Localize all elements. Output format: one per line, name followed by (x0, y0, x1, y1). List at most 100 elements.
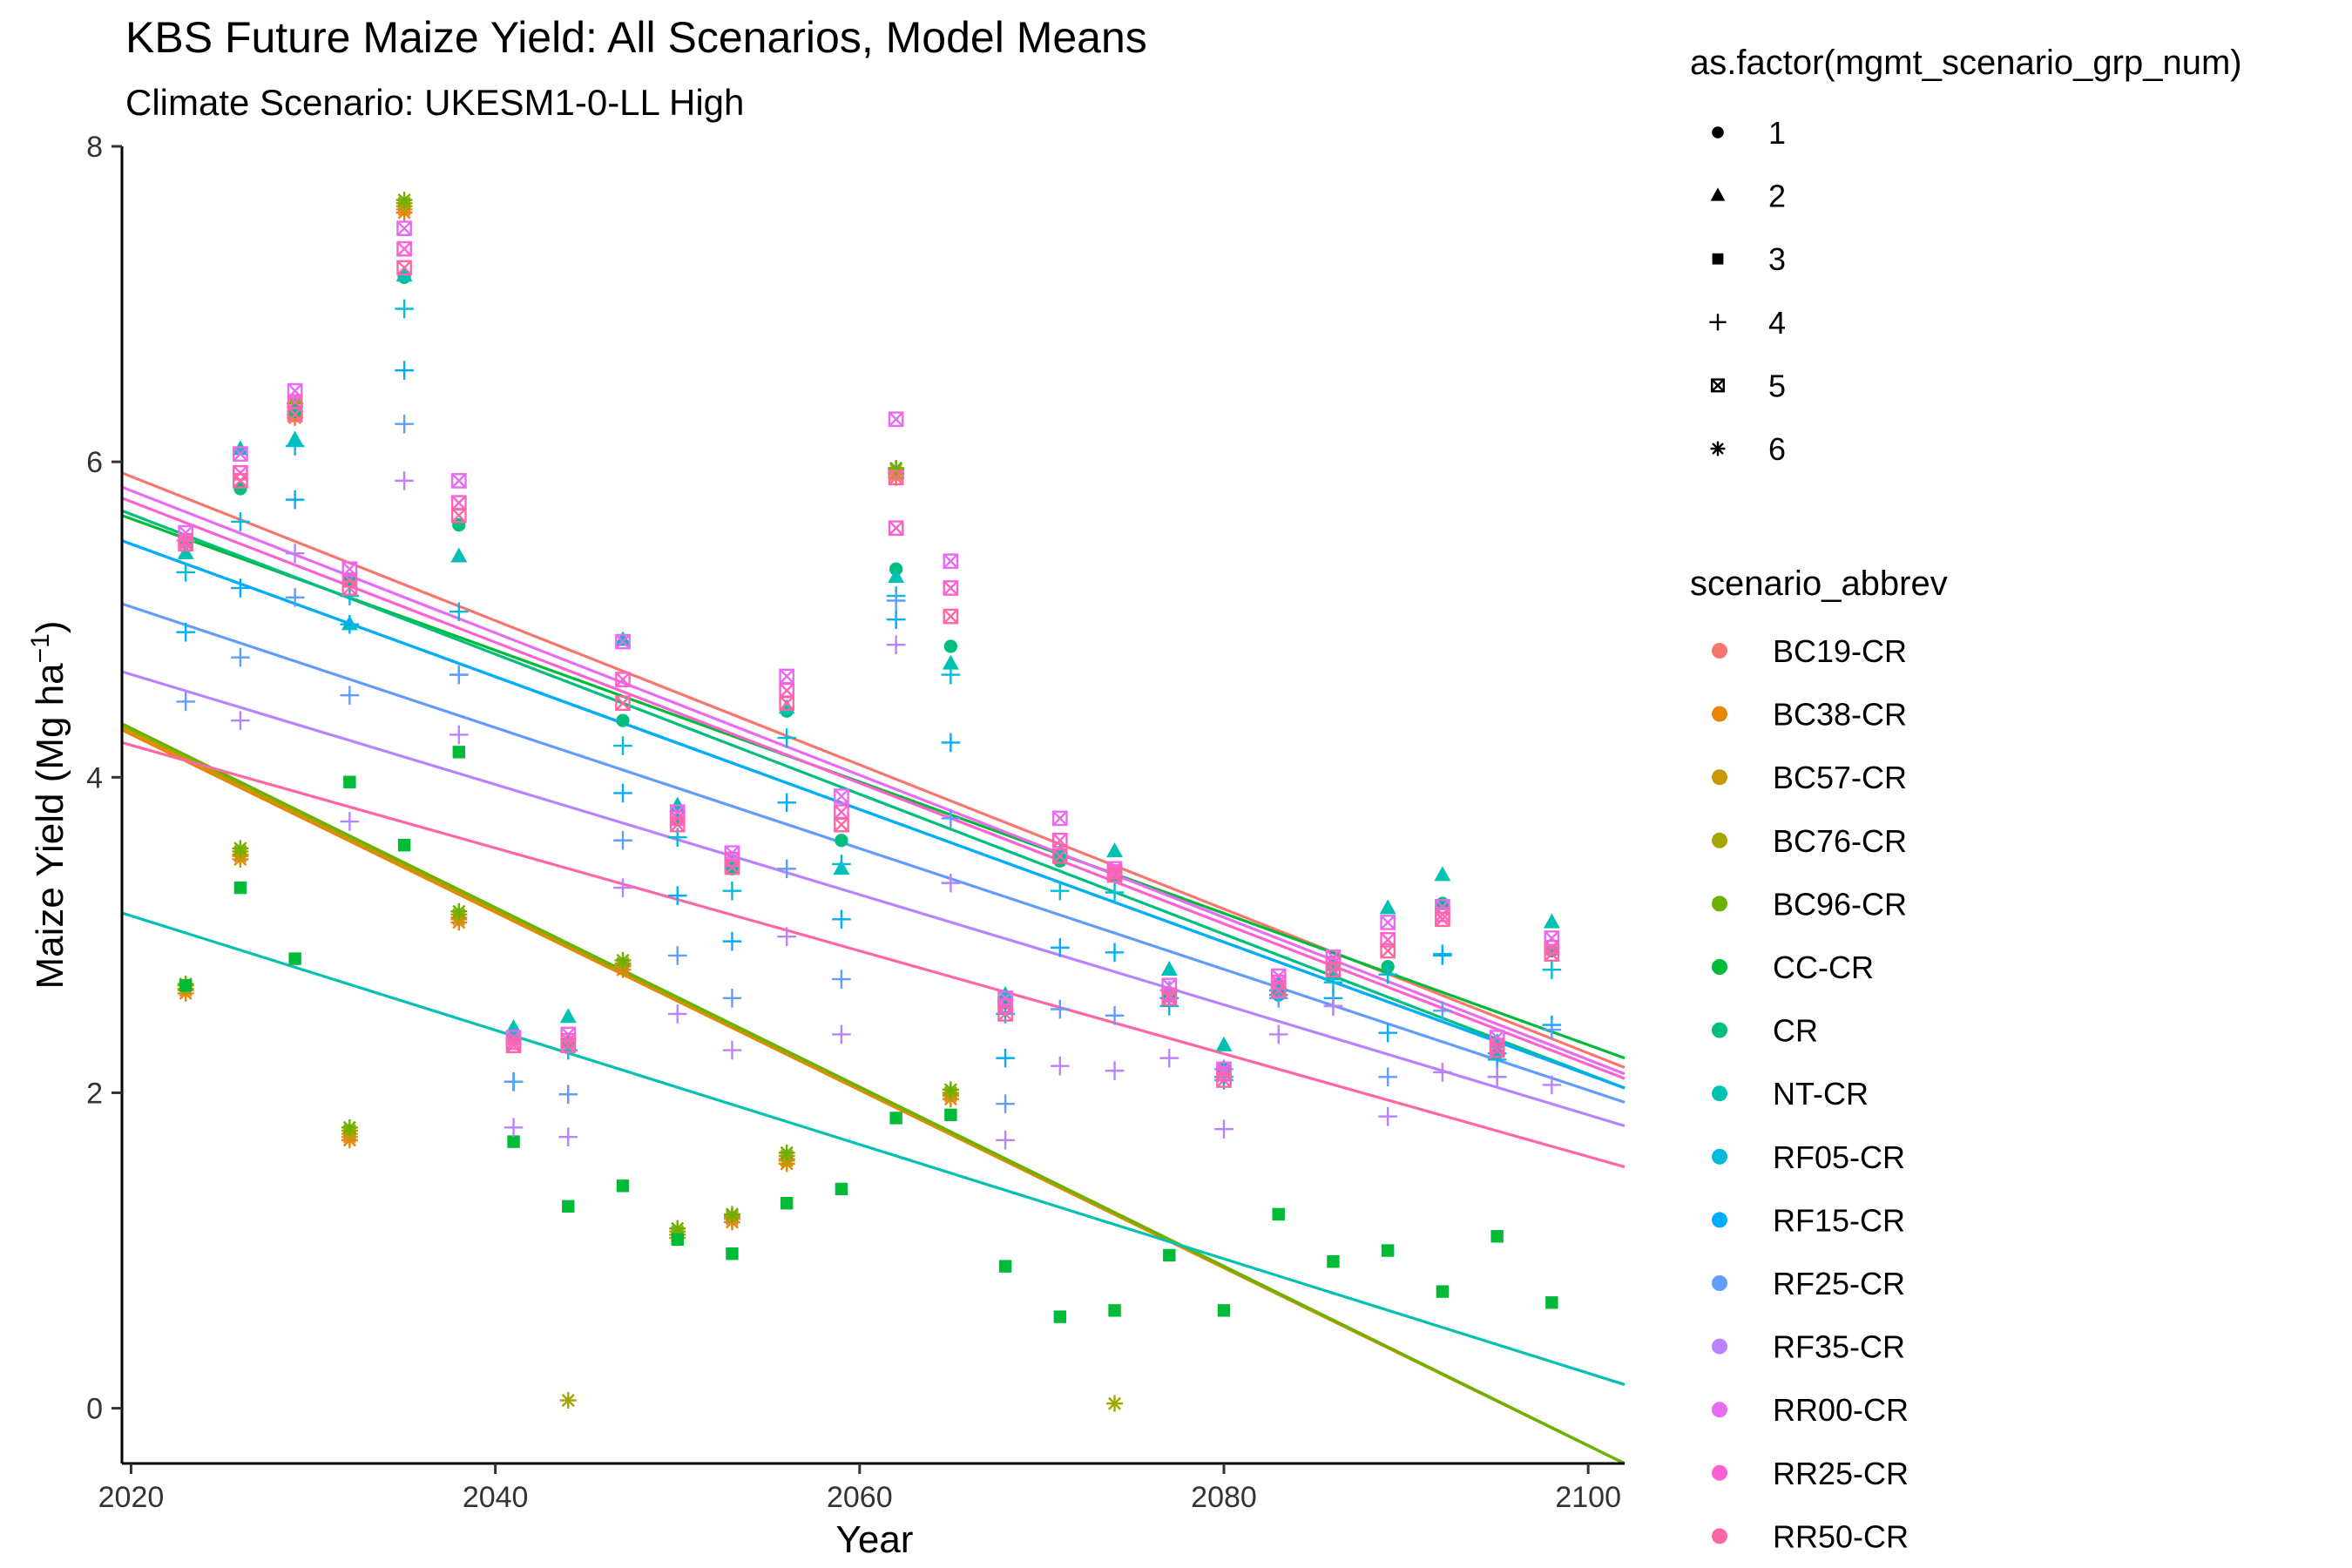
y-tick-label: 2 (86, 1077, 103, 1110)
legend-color-label: RF35-CR (1773, 1329, 1905, 1365)
data-point (779, 682, 795, 699)
data-point (724, 859, 740, 875)
data-point (1108, 1304, 1121, 1317)
legend-color-key (1712, 1085, 1727, 1102)
data-point (1051, 832, 1068, 848)
data-point (1217, 1304, 1231, 1317)
data-point (667, 1004, 687, 1024)
data-point (1053, 1310, 1067, 1323)
data-point (341, 580, 358, 596)
data-point (832, 970, 851, 989)
x-tick-label: 2040 (463, 1481, 529, 1514)
x-tick-label: 2100 (1555, 1481, 1621, 1514)
data-point (1433, 1063, 1452, 1082)
data-point (1433, 946, 1452, 965)
data-point (507, 1135, 520, 1148)
legend-color-label: CC-CR (1773, 950, 1874, 985)
data-point (777, 728, 796, 747)
y-tick-label: 4 (86, 761, 103, 794)
data-point (943, 580, 959, 596)
data-point (888, 459, 905, 476)
data-point (288, 952, 301, 965)
data-point (832, 855, 851, 874)
data-point (1160, 960, 1178, 976)
data-point (176, 622, 195, 642)
legend-color-label: BC76-CR (1773, 823, 1907, 859)
data-point (942, 1081, 959, 1098)
legend-color: scenario_abbrev BC19-CR BC38-CR BC57-CR BC7… (1690, 564, 1948, 1554)
data-point (886, 635, 906, 655)
data-point (615, 695, 631, 712)
data-point (1380, 915, 1396, 930)
data-point (616, 713, 630, 727)
data-point (1543, 913, 1560, 929)
data-point (1051, 999, 1070, 1019)
data-point (722, 989, 742, 1008)
legend-shape-key (1709, 314, 1727, 331)
data-point (562, 1200, 575, 1213)
data-point (396, 260, 412, 276)
data-point (1268, 989, 1288, 1008)
data-point (1542, 1075, 1562, 1095)
data-point (1436, 1285, 1450, 1298)
legend-color-key (1712, 1528, 1727, 1544)
legend-color-label: RF25-CR (1773, 1266, 1905, 1301)
y-tick-label: 0 (86, 1393, 103, 1426)
legend-shape-label: 6 (1768, 431, 1786, 467)
data-point (996, 1048, 1015, 1068)
data-point (1216, 1072, 1232, 1088)
data-point (1214, 1119, 1233, 1139)
data-point (450, 507, 467, 524)
data-point (285, 544, 305, 563)
trend-line-rf35-cr (122, 670, 1625, 1128)
data-point (615, 633, 631, 650)
data-point (996, 1130, 1015, 1150)
legend-color-key (1712, 1338, 1727, 1355)
trend-line-bc96-cr (122, 722, 1625, 1463)
data-point (341, 1119, 358, 1136)
data-point (340, 812, 360, 831)
data-point (176, 563, 195, 582)
data-point (778, 1144, 795, 1161)
legend-shape-key (1710, 187, 1726, 201)
data-point (1381, 1244, 1395, 1257)
axis-ticks: 2020 2040 2060 2080 2100 0 2 4 6 8 (86, 131, 1621, 1514)
trend-line-rf15-cr (122, 539, 1625, 1090)
trend-line-cr (122, 509, 1625, 1090)
data-point (888, 520, 904, 537)
legend-shape-label: 4 (1768, 305, 1786, 341)
data-point (558, 1085, 578, 1105)
data-point (449, 665, 469, 685)
data-point (997, 1006, 1013, 1022)
data-point (1272, 1207, 1285, 1221)
data-point (395, 414, 414, 434)
legend-shape-key (1710, 378, 1725, 393)
trend-line-rr00-cr (122, 485, 1625, 1076)
y-axis-title-main: Maize Yield (Mg ha (29, 663, 71, 990)
legend-color-key (1712, 1212, 1727, 1228)
data-point (1323, 997, 1343, 1016)
data-point (613, 830, 632, 850)
data-point (450, 495, 467, 511)
data-point (726, 1247, 739, 1260)
data-point (1378, 964, 1397, 984)
data-point (177, 544, 194, 559)
data-point (777, 927, 796, 946)
data-point (285, 490, 305, 510)
legend-color-key (1712, 643, 1727, 659)
legend-color-key (1712, 706, 1727, 722)
data-point (287, 406, 303, 422)
legend-shape-key (1712, 253, 1724, 265)
data-point (1327, 1255, 1340, 1268)
data-point (779, 668, 795, 685)
data-point (179, 979, 193, 992)
data-point (943, 639, 958, 653)
legend-color-title: scenario_abbrev (1690, 564, 1948, 603)
trend-line-rr25-cr (122, 497, 1625, 1080)
data-point (449, 602, 469, 621)
data-point (340, 686, 360, 705)
data-point (449, 725, 469, 745)
data-point (615, 672, 631, 687)
legend-shape-title: as.factor(mgmt_scenario_grp_num) (1690, 44, 2242, 82)
data-point (450, 473, 467, 489)
